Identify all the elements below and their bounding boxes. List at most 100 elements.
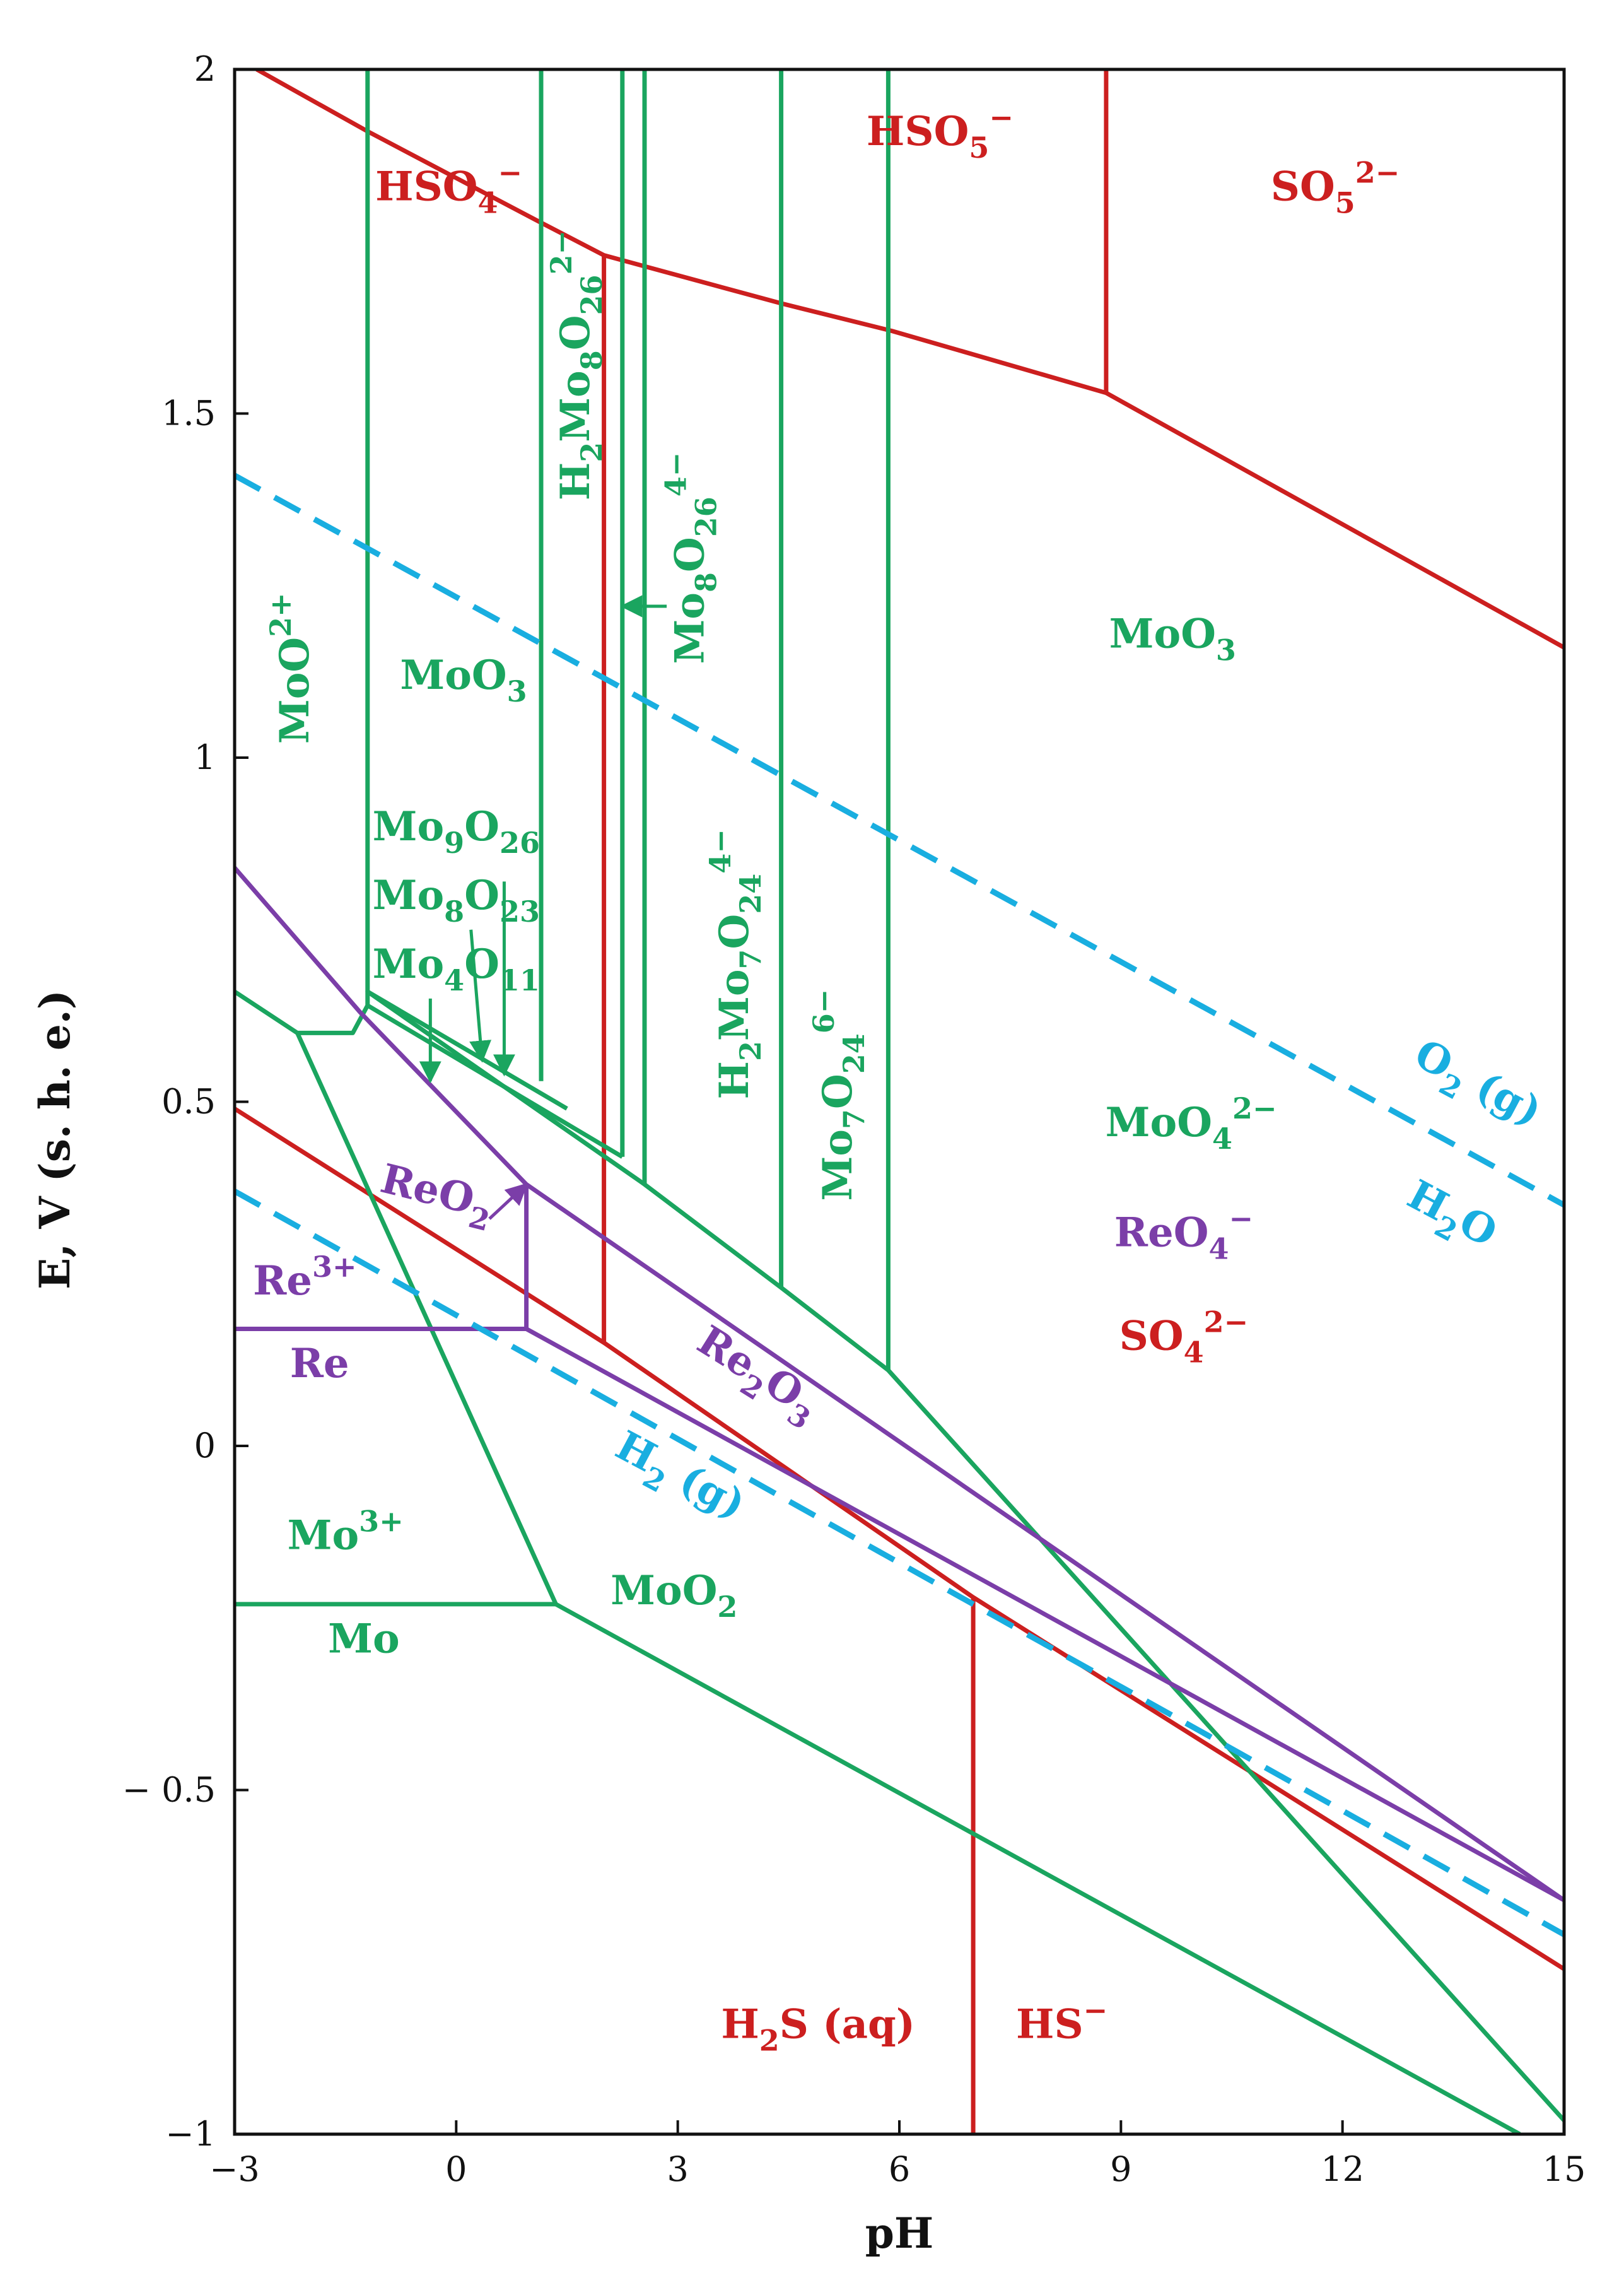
- arrow-layer: [419, 595, 667, 1220]
- label-Mo7O24-6minus-part: Mo: [814, 1129, 862, 1201]
- label-Mo7O24-6minus: Mo7O246−: [807, 989, 871, 1201]
- label-Mo-3plus: Mo3+: [288, 1505, 404, 1559]
- y-tick-label: −1: [165, 2114, 216, 2154]
- label-H2Mo8O26-2minus-part: H: [552, 462, 599, 500]
- label-Mo9O26-part: 26: [499, 826, 540, 860]
- label-Mo8O23: Mo8O23: [373, 872, 540, 929]
- label-Re2O3: Re2O3: [684, 1317, 829, 1436]
- y-tick-label: 1: [194, 737, 216, 777]
- series-line-14: [295, 1031, 558, 1606]
- x-axis-title: pH: [865, 2209, 934, 2258]
- label-SO4-2minus-part: 2−: [1204, 1305, 1249, 1339]
- label-HSO4-minus-part: HSO: [375, 163, 477, 210]
- arrow-Mo8O23: [469, 929, 492, 1063]
- label-Mo4O11-part: 11: [499, 963, 540, 997]
- label-HSO4-minus-part: −: [498, 155, 523, 189]
- label-Mo-part: Mo: [328, 1615, 400, 1662]
- label-MoO3-right: MoO3: [1109, 610, 1236, 667]
- label-H2Mo8O26-2minus-part: 2: [575, 442, 609, 462]
- series-line-3: [235, 1107, 1564, 1971]
- x-tick-label: −3: [209, 2149, 260, 2189]
- label-H2Mo8O26-2minus-part: 2−: [544, 230, 578, 275]
- y-tick-label: 0.5: [161, 1082, 216, 1122]
- region-labels: HSO4−HSO5−SO52−MoO3MoO3MoO2+H2Mo8O262−Mo…: [253, 100, 1549, 2057]
- label-Mo7O24-6minus-part: O: [814, 1074, 862, 1109]
- label-MoO-2plus: MoO2+: [264, 592, 318, 744]
- y-tick-label: 1.5: [161, 394, 216, 433]
- label-HSO5-minus: HSO5−: [867, 100, 1014, 165]
- label-Mo8O26-4minus-part: 26: [689, 496, 723, 537]
- label-SO4-2minus-part: SO: [1119, 1312, 1184, 1359]
- label-H2S-aq: H2S (aq): [721, 2000, 915, 2057]
- label-H2Mo8O26-2minus-part: 8: [575, 350, 609, 370]
- label-Re-3plus-part: Re: [253, 1257, 312, 1305]
- label-H2Mo8O26-2minus-part: O: [552, 315, 599, 350]
- label-Mo7O24-6minus-part: 7: [837, 1109, 871, 1129]
- label-Mo9O26: Mo9O26: [373, 803, 540, 860]
- label-H2Mo8O26-2minus: H2Mo8O262−: [544, 230, 609, 500]
- y-axis-title: E, V (s. h. e.): [30, 990, 79, 1289]
- series-line-20: [525, 1327, 1564, 1903]
- x-tick-label: 3: [667, 2149, 688, 2189]
- label-Mo8O23-part: Mo: [373, 872, 445, 919]
- label-MoO-2plus-part: 2+: [264, 592, 298, 637]
- label-ReO4-minus-part: −: [1229, 1202, 1253, 1236]
- series-line-22: [235, 1189, 1564, 1937]
- label-MoO2-part: MoO: [610, 1567, 717, 1614]
- label-MoO3-left-part: 3: [507, 674, 527, 708]
- label-Mo8O23-part: 8: [444, 895, 464, 929]
- label-O2-g-part: (g): [1456, 1056, 1550, 1136]
- label-H2Mo7O24-4minus-part: 24: [733, 874, 768, 914]
- label-MoO3-left-part: MoO: [400, 652, 506, 699]
- label-Mo8O26-4minus: Mo8O264−: [659, 452, 723, 664]
- label-Re-3plus-part: 3+: [312, 1250, 357, 1284]
- label-H2S-aq-part: 2: [759, 2023, 780, 2057]
- label-ReO2: ReO2: [374, 1155, 499, 1238]
- label-H2Mo7O24-4minus-part: 4−: [703, 829, 737, 874]
- label-Mo8O23-part: 23: [499, 895, 540, 929]
- x-tick-label: 12: [1321, 2149, 1364, 2189]
- label-SO4-2minus: SO42−: [1119, 1305, 1249, 1369]
- x-tick-label: 6: [889, 2149, 910, 2189]
- label-Mo7O24-6minus-part: 24: [837, 1033, 871, 1074]
- label-SO5-2minus-part: 2−: [1355, 155, 1400, 189]
- label-MoO-2plus-part: MoO: [271, 637, 318, 744]
- label-H2Mo7O24-4minus-part: Mo: [711, 969, 758, 1041]
- series-line-0: [255, 69, 1564, 650]
- label-SO4-2minus-part: 4: [1184, 1335, 1204, 1369]
- label-Mo4O11-part: Mo: [373, 941, 445, 988]
- x-tick-label: 0: [445, 2149, 467, 2189]
- label-ReO4-minus-part: 4: [1208, 1232, 1229, 1266]
- label-Mo8O26-4minus-part: Mo: [667, 592, 714, 664]
- label-H2Mo7O24-4minus-part: H: [711, 1061, 758, 1099]
- label-HSO4-minus-part: 4: [478, 185, 498, 220]
- series-line-13: [235, 989, 1564, 2122]
- label-HSO4-minus: HSO4−: [375, 155, 522, 220]
- label-Mo4O11-part: 4: [444, 963, 464, 997]
- label-H2Mo8O26-2minus-part: 26: [575, 274, 609, 315]
- label-Mo: Mo: [328, 1615, 400, 1662]
- series-line-17: [235, 866, 1564, 1902]
- x-tick-label: 9: [1110, 2149, 1131, 2189]
- label-H2O: H2O: [1396, 1171, 1505, 1265]
- label-H2S-aq-part: S (aq): [780, 2000, 915, 2048]
- label-O2-g: O2 (g): [1403, 1030, 1549, 1144]
- label-H2O-part: O: [1451, 1198, 1504, 1256]
- label-HS-minus: HS−: [1016, 1993, 1107, 2048]
- label-MoO4-2minus-part: MoO: [1106, 1099, 1212, 1146]
- label-Mo9O26-part: O: [464, 803, 499, 850]
- label-HS-minus-part: HS: [1016, 2000, 1084, 2048]
- label-HS-minus-part: −: [1084, 1993, 1108, 2027]
- label-H2Mo7O24-4minus: H2Mo7O244−: [703, 829, 768, 1099]
- label-H2Mo8O26-2minus-part: Mo: [552, 370, 599, 442]
- label-MoO2-part: 2: [717, 1590, 737, 1624]
- label-Mo8O23-part: O: [464, 872, 499, 919]
- label-HSO5-minus-part: −: [989, 100, 1014, 134]
- y-tick-label: − 0.5: [122, 1770, 216, 1810]
- label-H2Mo7O24-4minus-part: 2: [733, 1041, 768, 1061]
- label-Mo4O11-part: O: [464, 941, 499, 988]
- series-line-21: [235, 473, 1564, 1208]
- label-Re: Re: [290, 1340, 349, 1387]
- label-HSO5-minus-part: HSO: [867, 108, 969, 155]
